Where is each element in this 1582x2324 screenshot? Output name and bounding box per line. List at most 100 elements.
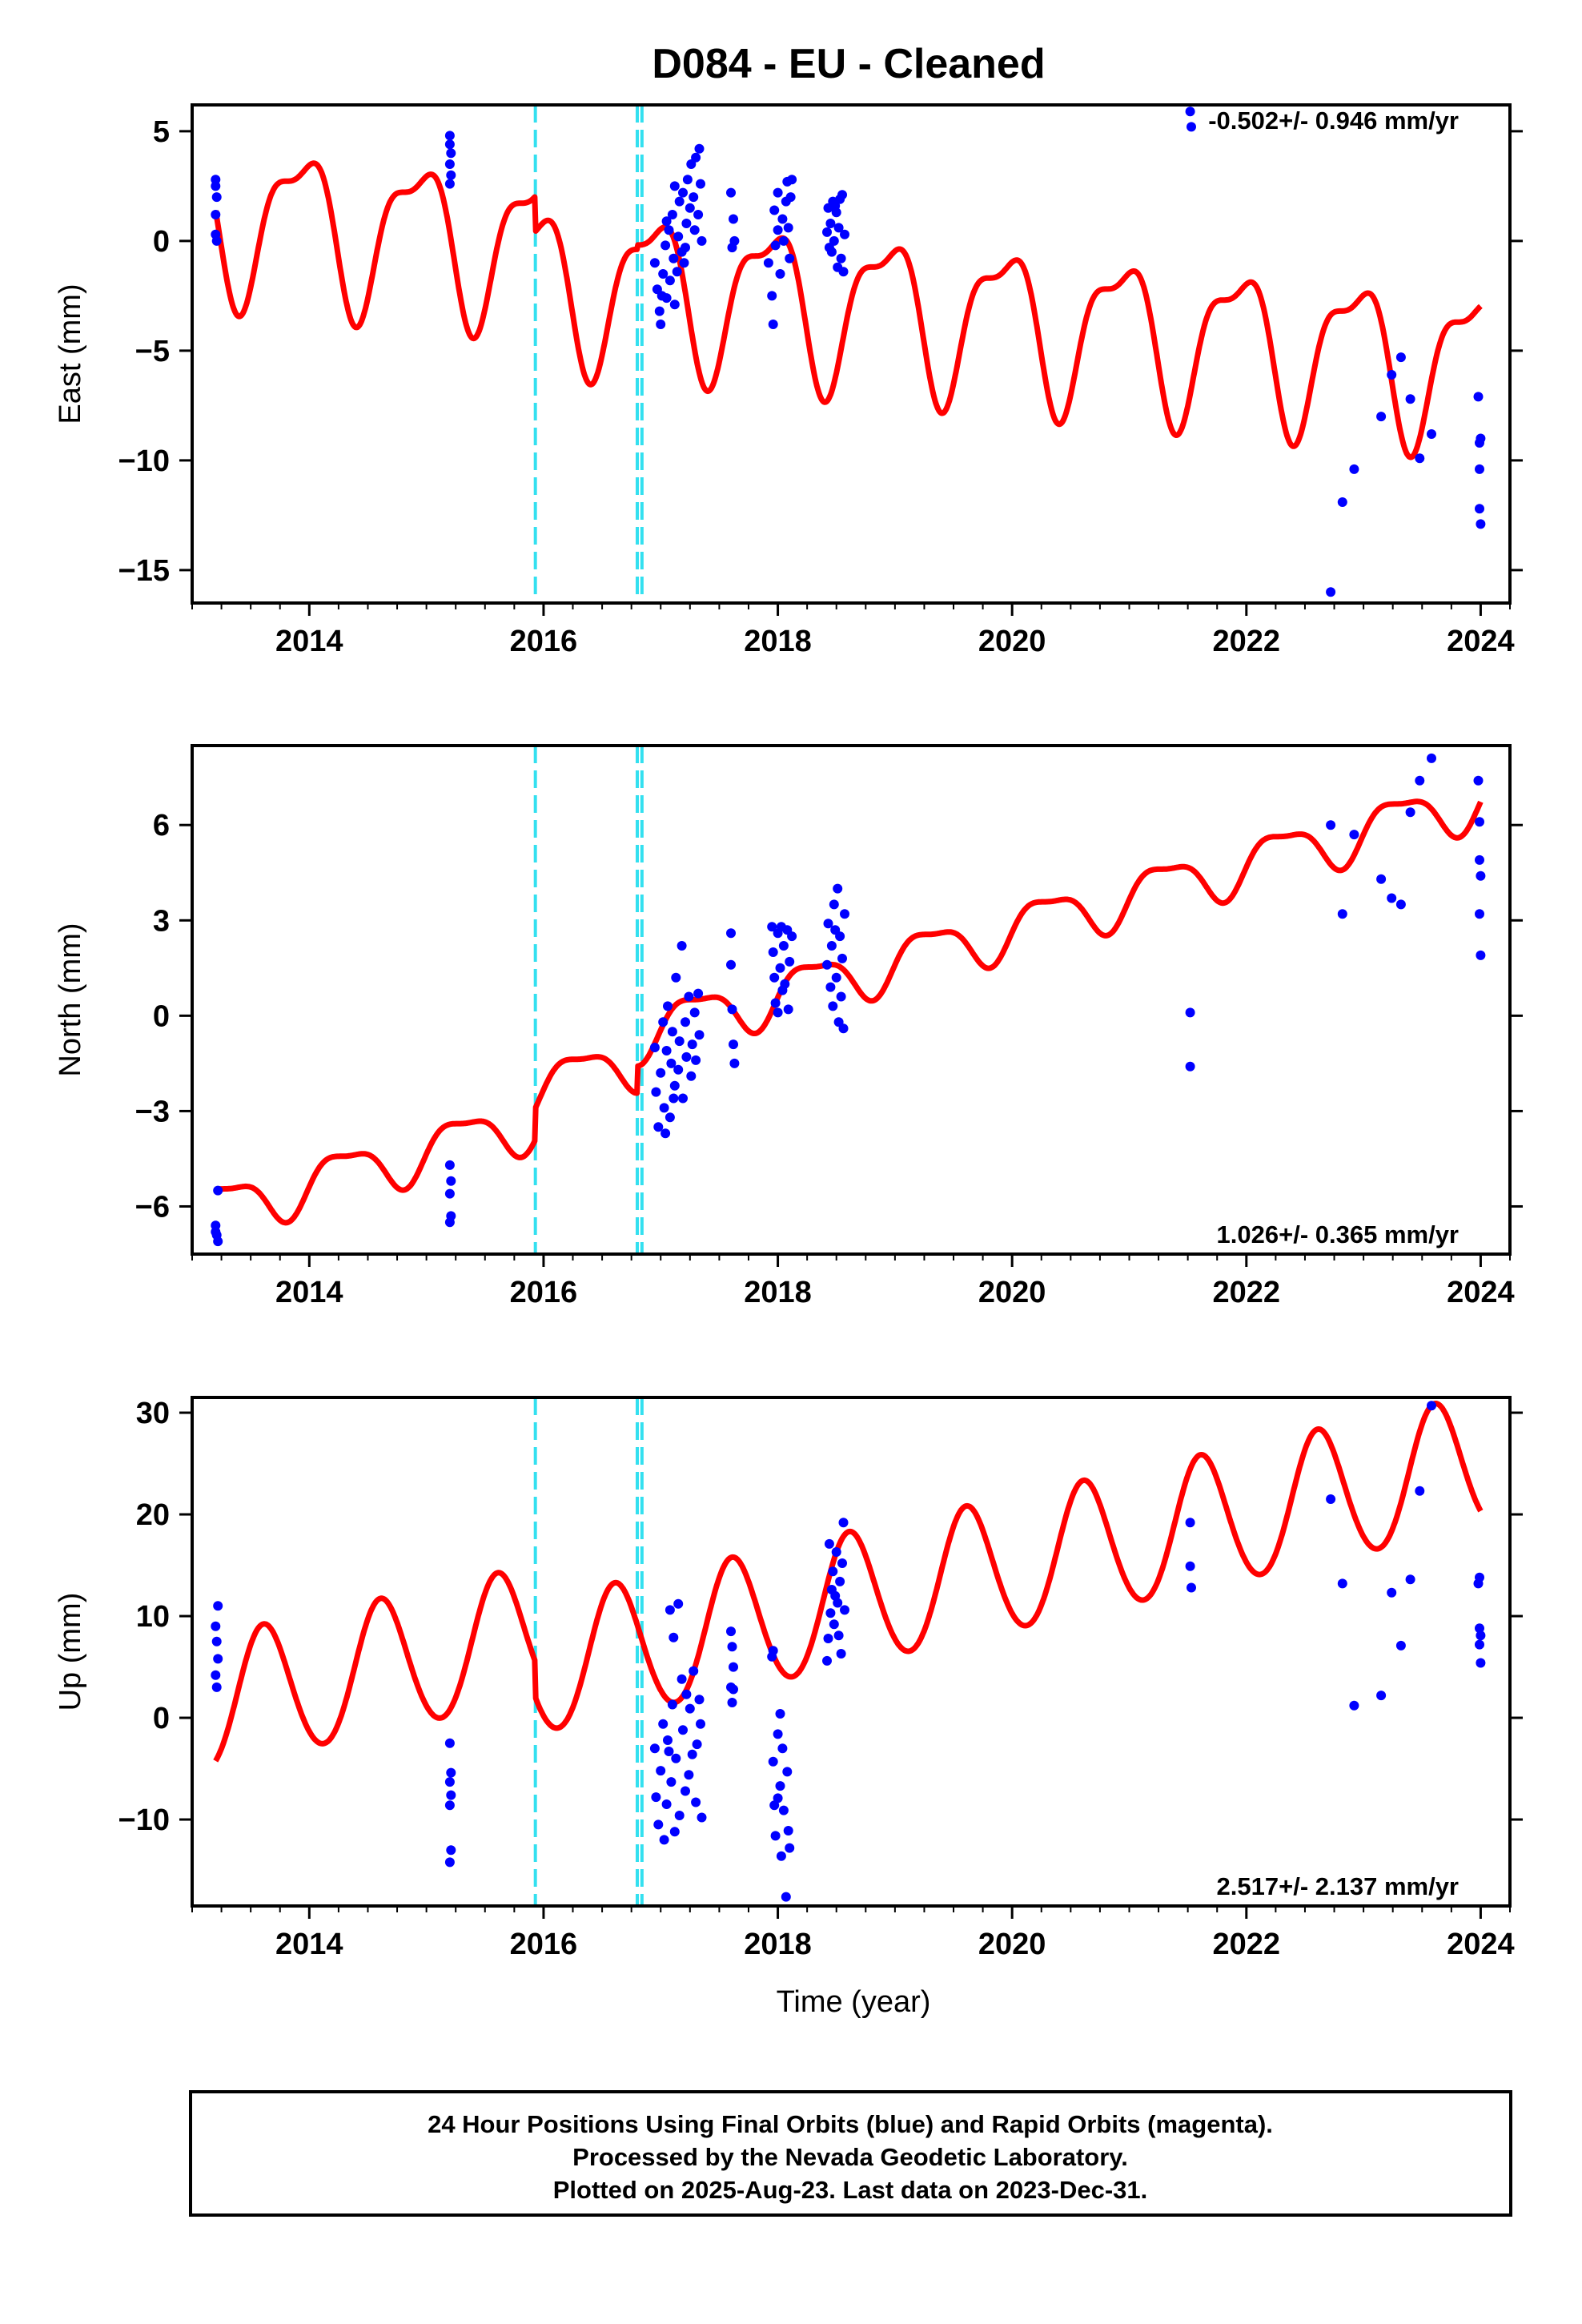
north-data-point [1376,874,1387,884]
up-data-point [694,1695,705,1705]
east-data-point [446,170,456,180]
east-data-point [822,227,832,237]
up-data-point [677,1674,687,1684]
north-data-point [661,1128,671,1139]
north-data-point [778,941,789,951]
up-data-point [1186,1582,1196,1593]
up-data-point [211,1621,221,1631]
up-data-point [444,1777,455,1787]
east-data-point [689,192,699,203]
up-data-point [838,1518,849,1528]
north-data-point [767,922,777,932]
east-data-point [444,159,455,169]
up-y-tick-label: 10 [136,1600,170,1634]
north-data-point [444,1188,455,1199]
east-data-point [1349,464,1359,474]
north-x-tick-label: 2014 [275,1276,343,1309]
east-data-point [444,179,455,189]
up-data-point [768,1646,778,1656]
east-data-point [838,267,849,277]
north-data-point [1475,854,1484,865]
up-data-point [775,1709,785,1719]
north-data-point [677,941,687,951]
up-data-point [727,1698,737,1707]
east-data-point [211,210,221,219]
east-data-point [785,192,796,203]
north-data-point [681,1051,692,1062]
up-data-point [1337,1578,1347,1589]
east-data-point [679,258,689,268]
up-data-point [696,1719,705,1729]
up-data-point [681,1786,690,1796]
up-data-point [831,1547,841,1557]
east-data-point [1415,453,1425,464]
east-data-point [1405,394,1415,404]
up-data-point [689,1666,699,1676]
east-data-point [661,216,672,227]
east-data-point [773,225,783,235]
east-data-point [783,223,793,233]
up-data-point [446,1845,456,1856]
footer-line-1: 24 Hour Positions Using Final Orbits (bl… [428,2110,1273,2138]
north-y-tick-label: 0 [153,999,170,1033]
east-y-tick-label: −5 [135,335,170,368]
up-data-point [836,1649,846,1659]
east-plot-area [211,105,1486,603]
up-data-point [1395,1640,1406,1651]
north-data-point [1405,807,1415,818]
up-data-point [769,1800,780,1811]
north-data-point [787,931,797,942]
up-data-point [656,1766,666,1776]
up-data-point [664,1747,674,1756]
north-data-point [661,1046,672,1055]
north-data-point [684,991,694,1002]
north-y-tick-label: −6 [135,1190,170,1224]
east-data-point [669,181,680,191]
east-data-point [777,214,788,224]
up-data-point [783,1826,793,1835]
up-data-point [824,1538,834,1549]
east-data-point [727,243,737,253]
east-data-point [682,175,693,185]
up-data-point [669,1632,679,1642]
east-data-point [729,214,738,224]
up-data-point [213,1601,223,1611]
east-data-point [211,192,222,203]
north-data-point [671,972,681,983]
north-data-point [769,972,780,983]
up-y-tick-label: 30 [136,1397,170,1430]
north-data-point [727,1004,737,1015]
up-data-point [729,1684,738,1695]
up-data-point [773,1729,783,1739]
north-data-point [1337,909,1347,919]
east-data-point [211,181,221,191]
up-data-point [768,1756,778,1767]
up-x-tick-label: 2018 [744,1928,812,1961]
north-y-axis-label: North (mm) [54,923,87,1076]
east-rate-label: -0.502+/- 0.946 mm/yr [1208,107,1459,135]
east-data-point [211,175,221,185]
east-data-point [787,175,797,185]
east-data-point [1387,370,1397,380]
up-data-point [823,1634,833,1643]
east-y-tick-label: 0 [153,225,170,259]
up-data-point [778,1805,789,1815]
north-data-point [822,959,832,970]
north-x-tick-label: 2016 [510,1276,578,1309]
north-x-tick-label: 2020 [978,1276,1046,1309]
up-data-point [1475,1572,1484,1582]
east-data-point [775,269,785,279]
north-data-point [1387,893,1397,903]
up-data-point [444,1800,455,1811]
up-data-point [837,1558,847,1568]
up-data-point [1475,1623,1484,1634]
north-data-point [833,883,843,894]
north-data-point [829,899,839,910]
east-data-point [778,235,789,246]
up-data-point [444,1738,455,1748]
east-data-point [693,210,704,219]
east-data-point [672,267,682,277]
east-data-point [656,320,666,329]
north-data-point [446,1176,456,1186]
up-data-point [697,1812,707,1823]
